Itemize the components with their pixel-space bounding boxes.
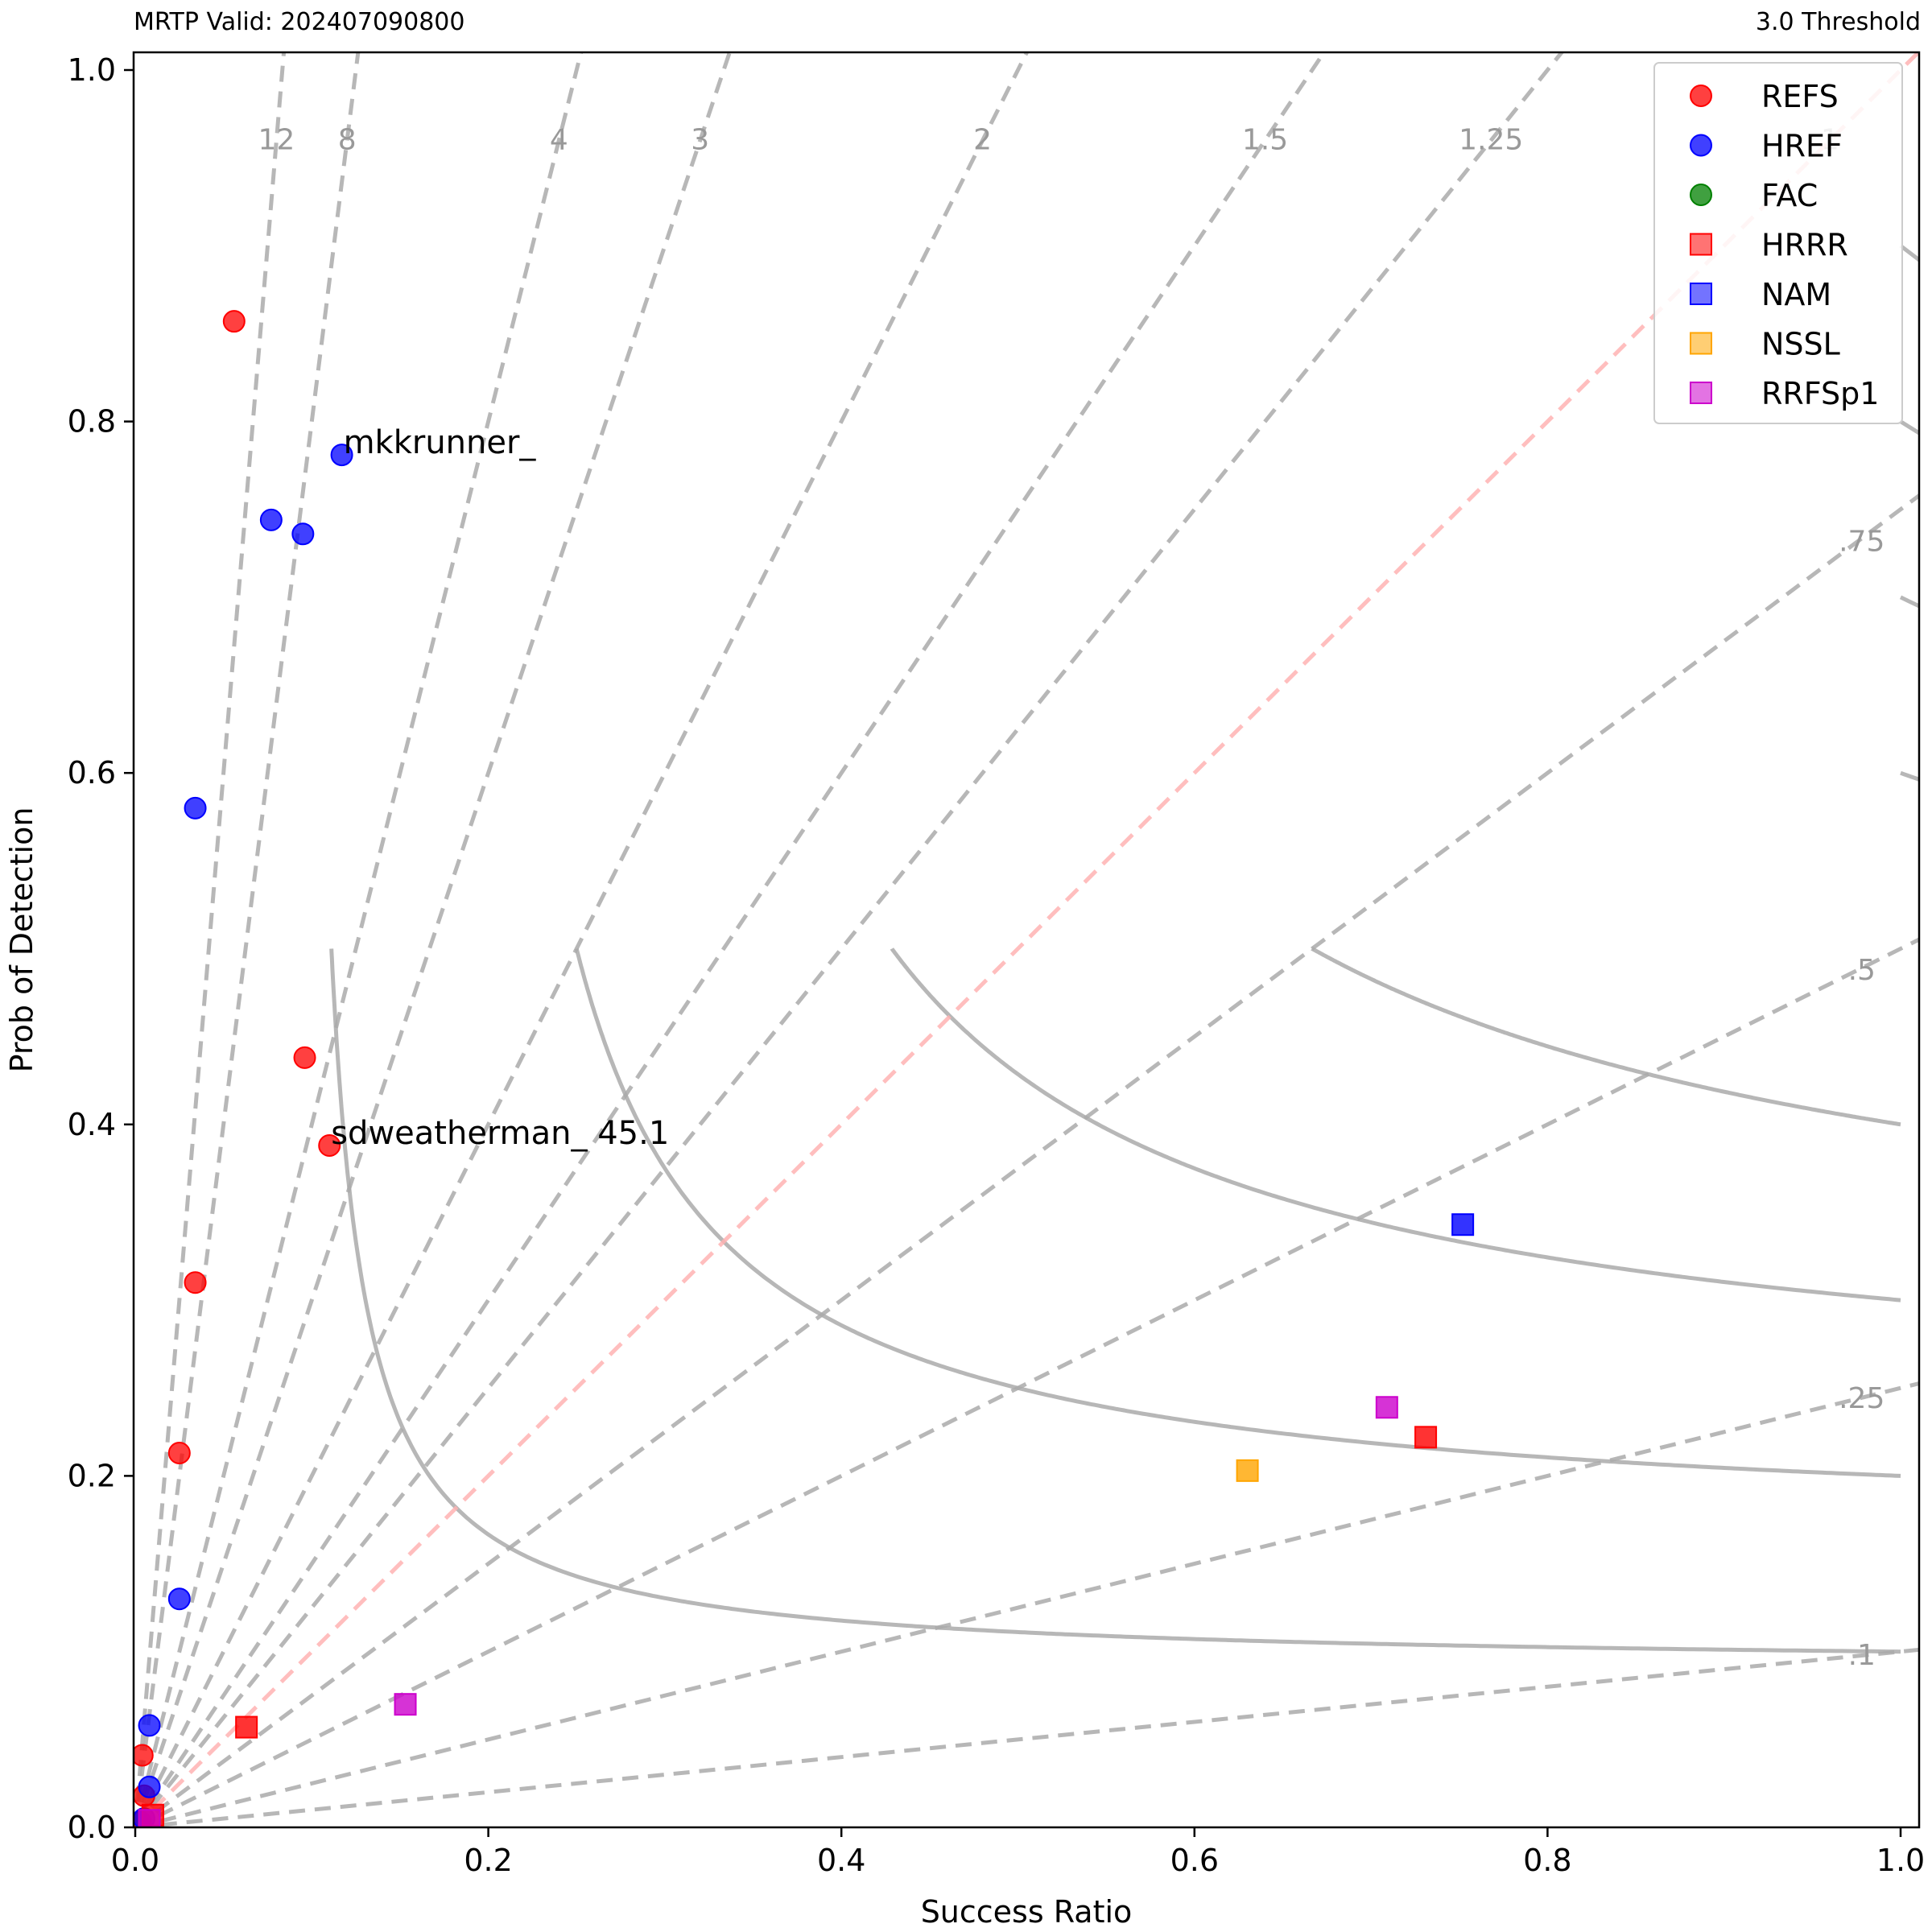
y-tick-label-1: 0.2 (68, 1458, 116, 1493)
legend-marker-fac (1690, 184, 1712, 206)
point-refs-0 (222, 310, 246, 333)
annotation-0: mkkrunner_ (344, 424, 537, 461)
bias-label-4: 2 (973, 123, 992, 156)
legend-box (1653, 62, 1903, 424)
bias-line-4 (134, 52, 1030, 1827)
point-nam-0 (1451, 1213, 1475, 1236)
legend-label-rrfsp1: RRFSp1 (1761, 376, 1879, 411)
csi-contour-2 (890, 947, 1901, 1302)
x-axis-label: Success Ratio (921, 1894, 1133, 1930)
legend-marker-nssl (1690, 332, 1712, 355)
bias-line-3 (134, 52, 733, 1827)
legend-label-nam: NAM (1761, 277, 1831, 312)
point-href-1 (259, 508, 283, 531)
y-axis-label: Prob of Detection (4, 807, 39, 1073)
legend: REFS HREF FAC HRRR NAM NSSL RRFSp1 (1653, 62, 1903, 424)
point-hrrr-0 (1414, 1426, 1438, 1449)
y-tick-label-4: 0.8 (68, 404, 116, 440)
bias-label-5: 1.5 (1242, 123, 1288, 156)
point-rrfsp1-1 (394, 1693, 417, 1716)
bias-line-10 (134, 1381, 1919, 1827)
point-href-5 (138, 1714, 161, 1737)
bias-label-11: .1 (1848, 1639, 1876, 1672)
point-refs-5 (134, 1744, 154, 1767)
legend-label-nssl: NSSL (1761, 327, 1840, 362)
legend-marker-hrrr (1690, 233, 1712, 256)
point-refs-1 (293, 1046, 316, 1069)
point-nssl-0 (1236, 1459, 1259, 1482)
x-tick-label-0: 0.0 (111, 1843, 159, 1878)
bias-label-1: 8 (338, 123, 357, 156)
point-href-4 (167, 1587, 191, 1611)
point-href-3 (184, 796, 207, 819)
point-href-0 (330, 444, 353, 467)
legend-marker-href (1690, 134, 1712, 157)
point-refs-3 (184, 1271, 207, 1294)
point-refs-4 (167, 1442, 191, 1465)
annotation-1: sdweatherman_ 45.1 (331, 1115, 669, 1152)
csi-contour-8 (1899, 244, 1919, 263)
bias-label-6: 1.25 (1459, 123, 1523, 156)
y-tick-label-5: 1.0 (68, 52, 116, 88)
bias-label-10: .25 (1839, 1382, 1885, 1415)
legend-marker-nam (1690, 283, 1712, 305)
plot-frame (132, 51, 1921, 1829)
y-tick-label-2: 0.4 (68, 1107, 116, 1142)
bias-label-9: .5 (1848, 954, 1876, 987)
point-hrrr-1 (235, 1715, 258, 1739)
point-href-6 (138, 1775, 161, 1798)
point-rrfsp1-2 (138, 1809, 161, 1827)
bias-line-11 (134, 1647, 1919, 1827)
point-href-2 (291, 522, 315, 546)
axes: 0.0 0.2 0.4 0.6 0.8 1.0 0.0 0.2 0.4 0.6 0.8 1.0 Succ… (4, 52, 1925, 1930)
csi-contour-3 (1311, 947, 1901, 1127)
x-tick-label-4: 0.8 (1523, 1843, 1571, 1878)
bias-line-2 (134, 52, 584, 1827)
legend-marker-rrfsp1 (1690, 382, 1712, 404)
csi-contour-5 (1900, 770, 1919, 782)
csi-contour-7 (1899, 419, 1919, 436)
bias-label-0: 12 (258, 123, 295, 156)
x-tick-label-3: 0.6 (1170, 1843, 1219, 1878)
bias-line-8 (134, 493, 1919, 1827)
bias-label-2: 4 (550, 123, 568, 156)
legend-label-fac: FAC (1761, 178, 1818, 213)
point-refs-2 (318, 1133, 341, 1157)
csi-contour-1 (574, 947, 1901, 1478)
bias-line-9 (134, 937, 1919, 1827)
threshold-label: 3.0 Threshold (1755, 8, 1921, 36)
legend-label-hrrr: HRRR (1761, 228, 1848, 263)
valid-time-label: MRTP Valid: 202407090800 (134, 8, 465, 36)
csi-contour-0 (329, 948, 1901, 1654)
x-tick-label-2: 0.4 (817, 1843, 865, 1878)
y-tick-label-3: 0.6 (68, 755, 116, 791)
y-tick-label-0: 0.0 (68, 1810, 116, 1845)
legend-label-href: HREF (1761, 129, 1843, 164)
bias-label-3: 3 (691, 123, 709, 156)
legend-marker-refs (1690, 85, 1712, 107)
x-tick-label-5: 1.0 (1876, 1843, 1925, 1878)
point-annotations: mkkrunner_ sdweatherman_ 45.1 (331, 424, 669, 1152)
x-tick-label-1: 0.2 (464, 1843, 512, 1878)
bias-line-7 (134, 52, 1919, 1827)
data-points (134, 310, 1475, 1827)
bias-label-8: .75 (1839, 526, 1885, 559)
legend-label-refs: REFS (1761, 79, 1839, 114)
point-rrfsp1-0 (1375, 1396, 1398, 1419)
